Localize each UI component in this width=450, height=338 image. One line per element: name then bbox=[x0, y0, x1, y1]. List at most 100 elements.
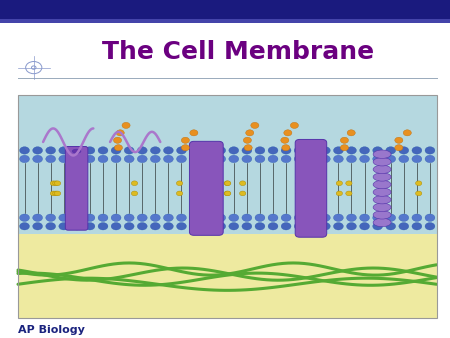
Circle shape bbox=[242, 214, 252, 221]
Circle shape bbox=[346, 191, 352, 196]
Circle shape bbox=[360, 222, 369, 230]
Circle shape bbox=[314, 181, 320, 186]
Circle shape bbox=[111, 214, 121, 221]
Ellipse shape bbox=[373, 180, 391, 189]
Circle shape bbox=[176, 214, 186, 221]
Circle shape bbox=[114, 145, 122, 151]
Circle shape bbox=[294, 155, 304, 163]
Circle shape bbox=[307, 214, 317, 221]
FancyBboxPatch shape bbox=[295, 140, 327, 237]
Circle shape bbox=[336, 181, 342, 186]
Circle shape bbox=[85, 214, 95, 221]
Ellipse shape bbox=[373, 203, 391, 212]
Circle shape bbox=[340, 145, 348, 151]
Circle shape bbox=[320, 214, 330, 221]
Circle shape bbox=[116, 130, 124, 136]
Circle shape bbox=[124, 214, 134, 221]
Circle shape bbox=[346, 155, 356, 163]
Circle shape bbox=[229, 155, 239, 163]
Circle shape bbox=[216, 147, 225, 154]
Circle shape bbox=[412, 222, 422, 230]
Circle shape bbox=[333, 222, 343, 230]
Circle shape bbox=[314, 191, 320, 196]
Ellipse shape bbox=[373, 188, 391, 196]
Circle shape bbox=[59, 155, 69, 163]
Circle shape bbox=[333, 147, 343, 154]
Circle shape bbox=[163, 222, 173, 230]
Circle shape bbox=[59, 147, 69, 154]
Circle shape bbox=[98, 155, 108, 163]
Circle shape bbox=[111, 222, 121, 230]
Circle shape bbox=[320, 222, 330, 230]
Circle shape bbox=[336, 191, 342, 196]
Circle shape bbox=[239, 191, 246, 196]
Circle shape bbox=[373, 147, 382, 154]
Circle shape bbox=[360, 155, 369, 163]
Circle shape bbox=[268, 147, 278, 154]
Circle shape bbox=[296, 191, 302, 196]
Circle shape bbox=[242, 222, 252, 230]
Circle shape bbox=[85, 222, 95, 230]
Circle shape bbox=[190, 130, 198, 136]
Circle shape bbox=[346, 147, 356, 154]
Circle shape bbox=[290, 122, 298, 128]
Circle shape bbox=[294, 147, 304, 154]
Circle shape bbox=[85, 155, 95, 163]
Circle shape bbox=[412, 155, 422, 163]
Circle shape bbox=[98, 214, 108, 221]
Circle shape bbox=[131, 191, 138, 196]
Circle shape bbox=[20, 214, 30, 221]
Circle shape bbox=[386, 147, 396, 154]
Ellipse shape bbox=[373, 150, 391, 159]
Circle shape bbox=[53, 191, 59, 196]
Circle shape bbox=[395, 145, 403, 151]
Circle shape bbox=[296, 181, 302, 186]
Circle shape bbox=[224, 181, 230, 186]
Circle shape bbox=[163, 147, 173, 154]
Circle shape bbox=[294, 222, 304, 230]
Circle shape bbox=[346, 222, 356, 230]
Circle shape bbox=[255, 147, 265, 154]
Circle shape bbox=[54, 181, 61, 186]
Ellipse shape bbox=[72, 149, 81, 153]
Circle shape bbox=[111, 155, 121, 163]
Circle shape bbox=[242, 147, 252, 154]
Circle shape bbox=[176, 191, 183, 196]
Bar bbox=[0, 0, 450, 19]
Circle shape bbox=[20, 155, 30, 163]
Circle shape bbox=[163, 214, 173, 221]
Circle shape bbox=[246, 130, 254, 136]
Circle shape bbox=[415, 181, 422, 186]
Circle shape bbox=[202, 147, 212, 154]
Circle shape bbox=[347, 130, 355, 136]
Circle shape bbox=[425, 214, 435, 221]
Circle shape bbox=[307, 222, 317, 230]
Bar bbox=[18, 95, 436, 318]
Circle shape bbox=[72, 147, 82, 154]
Circle shape bbox=[373, 214, 382, 221]
Circle shape bbox=[122, 122, 130, 128]
Circle shape bbox=[255, 214, 265, 221]
Text: The Cell Membrane: The Cell Membrane bbox=[103, 40, 374, 65]
Circle shape bbox=[176, 147, 186, 154]
Circle shape bbox=[333, 155, 343, 163]
Circle shape bbox=[346, 181, 352, 186]
Circle shape bbox=[281, 147, 291, 154]
FancyBboxPatch shape bbox=[189, 141, 223, 235]
Circle shape bbox=[386, 214, 396, 221]
Circle shape bbox=[229, 222, 239, 230]
Circle shape bbox=[46, 222, 56, 230]
Circle shape bbox=[98, 222, 108, 230]
Circle shape bbox=[150, 214, 160, 221]
Circle shape bbox=[176, 181, 183, 186]
Bar bbox=[0, 19, 450, 23]
Circle shape bbox=[72, 222, 82, 230]
Circle shape bbox=[225, 181, 231, 186]
Circle shape bbox=[373, 222, 382, 230]
Circle shape bbox=[33, 147, 43, 154]
Circle shape bbox=[268, 214, 278, 221]
Circle shape bbox=[150, 222, 160, 230]
Circle shape bbox=[181, 145, 189, 151]
Circle shape bbox=[33, 222, 43, 230]
Circle shape bbox=[229, 147, 239, 154]
